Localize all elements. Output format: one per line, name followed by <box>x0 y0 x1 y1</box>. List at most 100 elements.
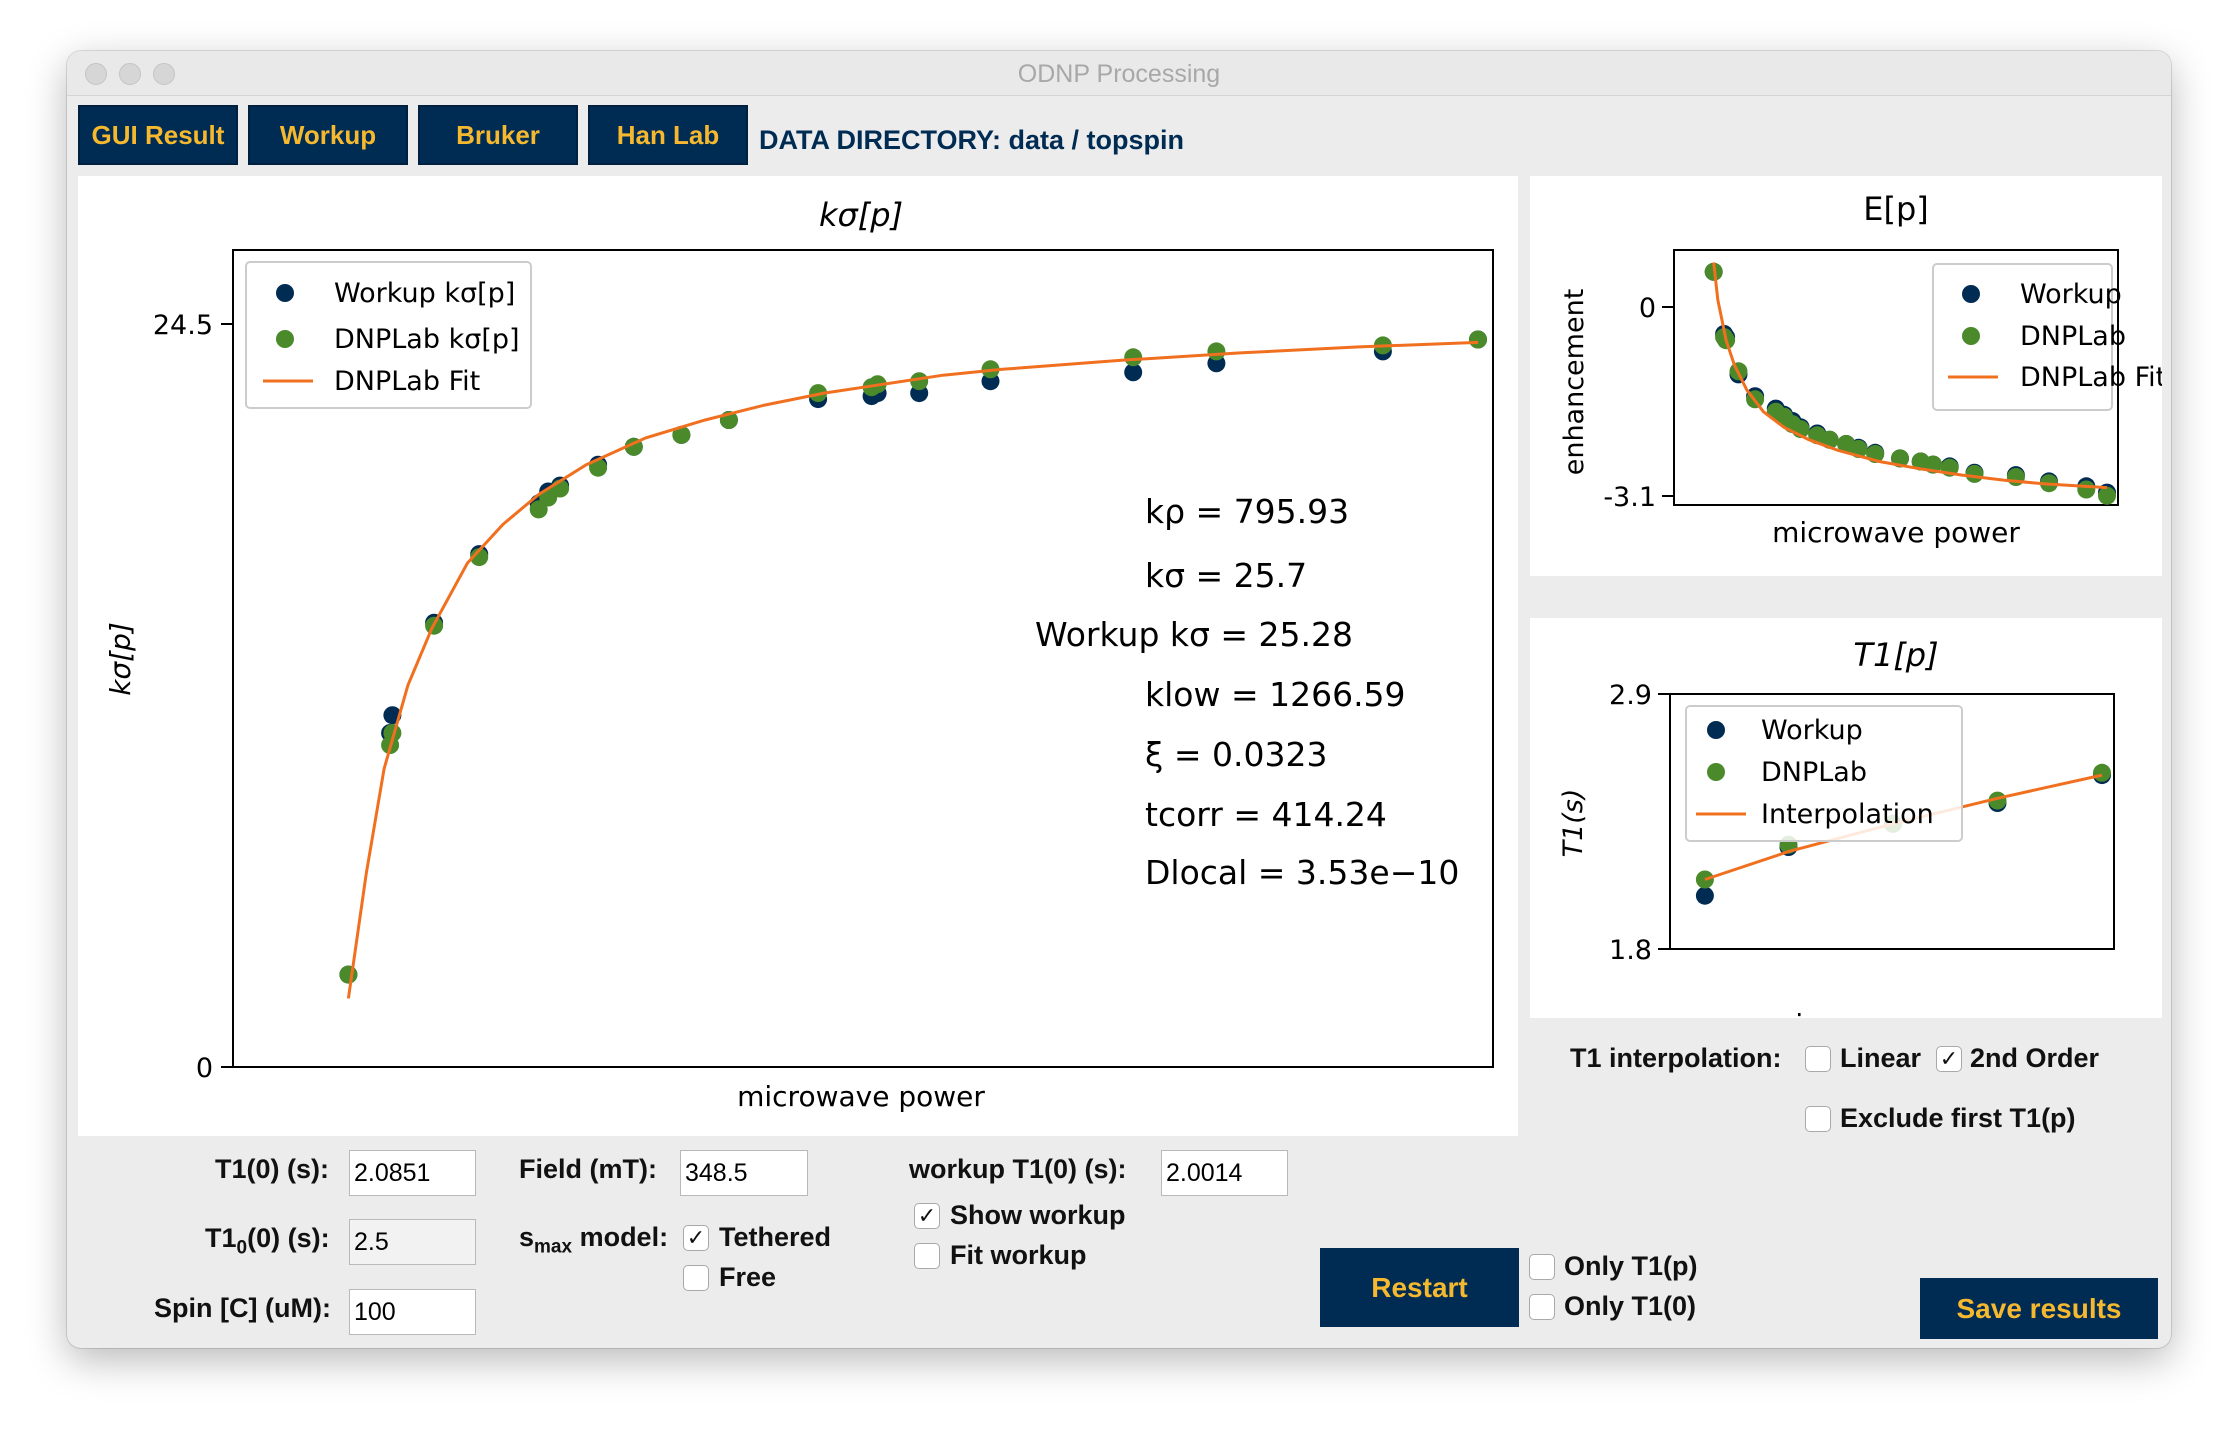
e-ytick-bottom: -3.1 <box>1603 482 1656 513</box>
field-input[interactable]: 348.5 <box>680 1150 808 1196</box>
window-title: ODNP Processing <box>1017 60 1221 88</box>
e-dnplab-point <box>2077 480 2096 499</box>
t1-plot-frame <box>1669 693 2115 950</box>
exclude-first-t1-checkbox[interactable] <box>1805 1106 1831 1132</box>
e-ytick-top: 0 <box>1639 293 1656 324</box>
exclude-first-t1-label: Exclude first T1(p) <box>1840 1103 2076 1133</box>
main-plot-frame <box>232 249 1494 1068</box>
e-legend-dnplab-marker <box>1962 327 1980 345</box>
restart-button[interactable]: Restart <box>1320 1248 1519 1327</box>
workup-t1-label: workup T1(0) (s): <box>909 1154 1127 1184</box>
t10-0-label: T10(0) (s): <box>205 1223 330 1259</box>
e-chart-title: E[p] <box>1863 190 1929 228</box>
e-legend-dnplab: DNPLab <box>2020 321 2126 352</box>
tab-bruker[interactable]: Bruker <box>418 105 578 165</box>
main-legend-workup-marker <box>276 284 294 302</box>
only-t1p-label: Only T1(p) <box>1564 1251 1698 1281</box>
tethered-label: Tethered <box>719 1222 832 1252</box>
annotation-k-sigma: kσ = 25.7 <box>1145 556 1307 595</box>
main-legend-workup: Workup kσ[p] <box>334 278 515 309</box>
e-legend <box>1932 263 2113 411</box>
t1-dnplab-point <box>2093 763 2111 782</box>
t1-chart: T1[p] 2.9 1.8 microwave power T1(s) Work… <box>1558 636 2115 1041</box>
annotation-t-corr: tcorr = 414.24 <box>1145 795 1387 834</box>
smax-model-label: smax model: <box>519 1222 669 1258</box>
tab-workup[interactable]: Workup <box>248 105 408 165</box>
workup-t1-input[interactable]: 2.0014 <box>1161 1150 1288 1196</box>
enhancement-chart-panel: E[p] 0 -3.1 microwave power enhancement … <box>1530 176 2166 576</box>
show-workup-checkbox[interactable]: ✓ <box>914 1203 940 1229</box>
e-plot-frame <box>1673 249 2119 506</box>
t1-ylabel: T1(s) <box>1558 789 1589 858</box>
save-results-button[interactable]: Save results <box>1920 1278 2158 1339</box>
tethered-checkbox[interactable]: ✓ <box>683 1225 709 1251</box>
main-legend-fit: DNPLab Fit <box>334 366 480 397</box>
main-legend-dnplab: DNPLab kσ[p] <box>334 324 520 355</box>
annotation-xi: ξ = 0.0323 <box>1145 735 1328 774</box>
annotation-k-low: klow = 1266.59 <box>1145 675 1406 714</box>
t1-xlabel: microwave power <box>1768 1008 2016 1018</box>
main-dnplab-point <box>589 458 608 477</box>
t1-legend-workup: Workup <box>1761 715 1863 746</box>
linear-checkbox[interactable] <box>1805 1046 1831 1072</box>
t1-chart-title: T1[p] <box>1853 636 1938 674</box>
t10-0-input[interactable]: 2.5 <box>349 1219 476 1265</box>
t1-legend-dnplab: DNPLab <box>1761 757 1867 788</box>
spin-concentration-label: Spin [C] (uM): <box>154 1293 331 1323</box>
t1-0-label: T1(0) (s): <box>215 1154 329 1184</box>
e-ylabel: enhancement <box>1559 289 1590 476</box>
e-legend-workup: Workup <box>2020 279 2122 310</box>
annotation-d-local: Dlocal = 3.53e−10 <box>1145 853 1459 892</box>
field-label: Field (mT): <box>519 1154 657 1184</box>
main-ytick-top: 24.5 <box>153 310 213 341</box>
spin-concentration-input[interactable]: 100 <box>349 1289 476 1335</box>
main-legend-dnplab-marker <box>276 330 294 348</box>
main-workup-point <box>1124 363 1143 382</box>
annotation-k-rho: kρ = 795.93 <box>1145 492 1349 531</box>
main-ytick-bottom: 0 <box>196 1053 213 1084</box>
second-order-checkbox[interactable]: ✓ <box>1936 1046 1962 1072</box>
t1-ytick-bottom: 1.8 <box>1609 935 1652 966</box>
second-order-label: 2nd Order <box>1970 1043 2100 1073</box>
app-window: ODNP Processing GUI Result Workup Bruker… <box>67 51 2171 1348</box>
t1-legend-interp: Interpolation <box>1761 799 1934 830</box>
e-xlabel: microwave power <box>1772 516 2020 549</box>
main-dnplab-point <box>1124 348 1143 367</box>
enhancement-chart: E[p] 0 -3.1 microwave power enhancement … <box>1559 190 2166 549</box>
t1-interpolation-label: T1 interpolation: <box>1570 1043 1782 1073</box>
only-t10-checkbox[interactable] <box>1529 1294 1555 1320</box>
annotation-workup-k-sigma: Workup kσ = 25.28 <box>1035 615 1353 654</box>
data-directory-label: DATA DIRECTORY: data / topspin <box>759 125 1184 155</box>
tab-gui-result[interactable]: GUI Result <box>78 105 238 165</box>
main-xlabel: microwave power <box>737 1080 985 1113</box>
t1-workup-point <box>1695 886 1714 905</box>
t1-legend-workup-marker <box>1707 721 1725 739</box>
only-t10-label: Only T1(0) <box>1564 1291 1697 1321</box>
tab-han-lab[interactable]: Han Lab <box>588 105 748 165</box>
main-chart: kσ[p] 24.5 0 microwave power kσ[p] Worku… <box>104 196 1494 1113</box>
show-workup-label: Show workup <box>950 1200 1126 1230</box>
main-chart-title: kσ[p] <box>819 196 903 234</box>
main-fit-line <box>346 340 1479 999</box>
zoom-window-icon[interactable] <box>153 63 175 85</box>
main-dnplab-point <box>1207 342 1226 361</box>
e-legend-fit: DNPLab Fit <box>2020 362 2162 393</box>
free-label: Free <box>719 1262 777 1292</box>
t1-legend-dnplab-marker <box>1707 763 1725 781</box>
main-chart-panel: kσ[p] 24.5 0 microwave power kσ[p] Worku… <box>78 176 1518 1136</box>
fit-workup-checkbox[interactable] <box>914 1243 940 1269</box>
main-ylabel: kσ[p] <box>104 622 137 696</box>
t1-ytick-top: 2.9 <box>1609 680 1652 711</box>
t1-0-input[interactable]: 2.0851 <box>349 1150 476 1196</box>
e-dnplab-point <box>1965 464 1984 483</box>
free-checkbox[interactable] <box>683 1265 709 1291</box>
close-window-icon[interactable] <box>85 63 107 85</box>
minimize-window-icon[interactable] <box>119 63 141 85</box>
title-bar: ODNP Processing <box>67 51 2171 96</box>
only-t1p-checkbox[interactable] <box>1529 1254 1555 1280</box>
linear-label: Linear <box>1840 1043 1922 1073</box>
fit-workup-label: Fit workup <box>950 1240 1087 1270</box>
e-fit-line <box>1712 262 2108 490</box>
main-dnplab-point <box>339 965 358 984</box>
t1-legend <box>1685 705 1963 842</box>
